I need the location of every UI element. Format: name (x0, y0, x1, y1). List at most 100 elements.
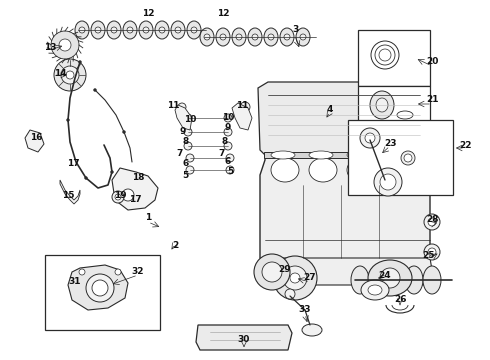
Circle shape (428, 218, 436, 226)
Ellipse shape (351, 266, 369, 294)
Circle shape (92, 280, 108, 296)
Circle shape (273, 256, 317, 300)
Circle shape (123, 131, 125, 133)
Circle shape (404, 154, 412, 162)
Circle shape (79, 61, 81, 63)
Ellipse shape (284, 34, 290, 40)
Text: 10: 10 (222, 112, 234, 122)
Text: 33: 33 (299, 306, 311, 315)
Text: 19: 19 (114, 192, 126, 201)
Circle shape (424, 244, 440, 260)
Polygon shape (262, 258, 432, 285)
Ellipse shape (361, 280, 389, 300)
Ellipse shape (368, 260, 412, 296)
Text: 9: 9 (225, 123, 231, 132)
Ellipse shape (252, 34, 258, 40)
Circle shape (224, 114, 232, 122)
Ellipse shape (159, 27, 165, 33)
Circle shape (424, 214, 440, 230)
Ellipse shape (107, 21, 121, 39)
Text: 15: 15 (62, 192, 74, 201)
Text: 24: 24 (379, 270, 392, 279)
Ellipse shape (309, 158, 337, 182)
Ellipse shape (191, 27, 197, 33)
Text: 7: 7 (219, 148, 225, 158)
Text: 28: 28 (426, 216, 438, 225)
Text: 8: 8 (222, 136, 228, 145)
Circle shape (224, 128, 232, 136)
Ellipse shape (347, 158, 375, 182)
Polygon shape (258, 82, 425, 155)
Circle shape (94, 89, 96, 91)
Ellipse shape (187, 21, 201, 39)
Text: 17: 17 (67, 158, 79, 167)
Ellipse shape (123, 21, 137, 39)
Polygon shape (232, 103, 252, 130)
Ellipse shape (155, 21, 169, 39)
Circle shape (380, 174, 396, 190)
Text: 16: 16 (30, 134, 42, 143)
Circle shape (290, 273, 300, 283)
Ellipse shape (111, 27, 117, 33)
Text: 8: 8 (183, 138, 189, 147)
Text: 30: 30 (238, 336, 250, 345)
Text: 14: 14 (54, 68, 66, 77)
Bar (45, 255, 160, 330)
Bar (348, 120, 453, 195)
Ellipse shape (91, 21, 105, 39)
Circle shape (186, 154, 194, 162)
Text: 12: 12 (217, 9, 229, 18)
Ellipse shape (369, 266, 387, 294)
Text: 13: 13 (44, 42, 56, 51)
Circle shape (365, 133, 375, 143)
Ellipse shape (264, 28, 278, 46)
Ellipse shape (236, 34, 242, 40)
Circle shape (184, 128, 192, 136)
Text: 10: 10 (184, 116, 196, 125)
Circle shape (178, 103, 186, 111)
Text: 29: 29 (279, 266, 292, 274)
Circle shape (54, 59, 86, 91)
Circle shape (428, 248, 436, 256)
Ellipse shape (376, 98, 388, 112)
Text: 5: 5 (227, 167, 233, 176)
Text: 23: 23 (384, 139, 396, 148)
Ellipse shape (200, 28, 214, 46)
Text: 26: 26 (394, 296, 406, 305)
Circle shape (85, 177, 87, 179)
Text: 18: 18 (132, 174, 144, 183)
Ellipse shape (139, 21, 153, 39)
Ellipse shape (268, 34, 274, 40)
Ellipse shape (380, 268, 400, 288)
Ellipse shape (271, 151, 295, 159)
Text: 27: 27 (304, 274, 317, 283)
Circle shape (262, 262, 282, 282)
Ellipse shape (370, 91, 394, 119)
Text: 6: 6 (183, 158, 189, 167)
Circle shape (226, 166, 234, 174)
Text: 11: 11 (236, 102, 248, 111)
Ellipse shape (302, 324, 322, 336)
Ellipse shape (232, 28, 246, 46)
Circle shape (115, 194, 121, 200)
Circle shape (184, 114, 192, 122)
Text: 4: 4 (327, 105, 333, 114)
Ellipse shape (95, 27, 101, 33)
Circle shape (254, 254, 290, 290)
Circle shape (401, 151, 415, 165)
Ellipse shape (309, 151, 333, 159)
Text: 5: 5 (182, 171, 188, 180)
Circle shape (61, 66, 79, 84)
Ellipse shape (271, 158, 299, 182)
Text: 2: 2 (172, 242, 178, 251)
Polygon shape (60, 180, 80, 204)
Ellipse shape (143, 27, 149, 33)
Circle shape (51, 31, 79, 59)
Circle shape (111, 171, 113, 173)
Ellipse shape (368, 285, 382, 295)
Ellipse shape (79, 27, 85, 33)
Circle shape (240, 102, 250, 112)
Polygon shape (260, 155, 430, 262)
Polygon shape (112, 168, 158, 210)
Ellipse shape (385, 158, 413, 182)
